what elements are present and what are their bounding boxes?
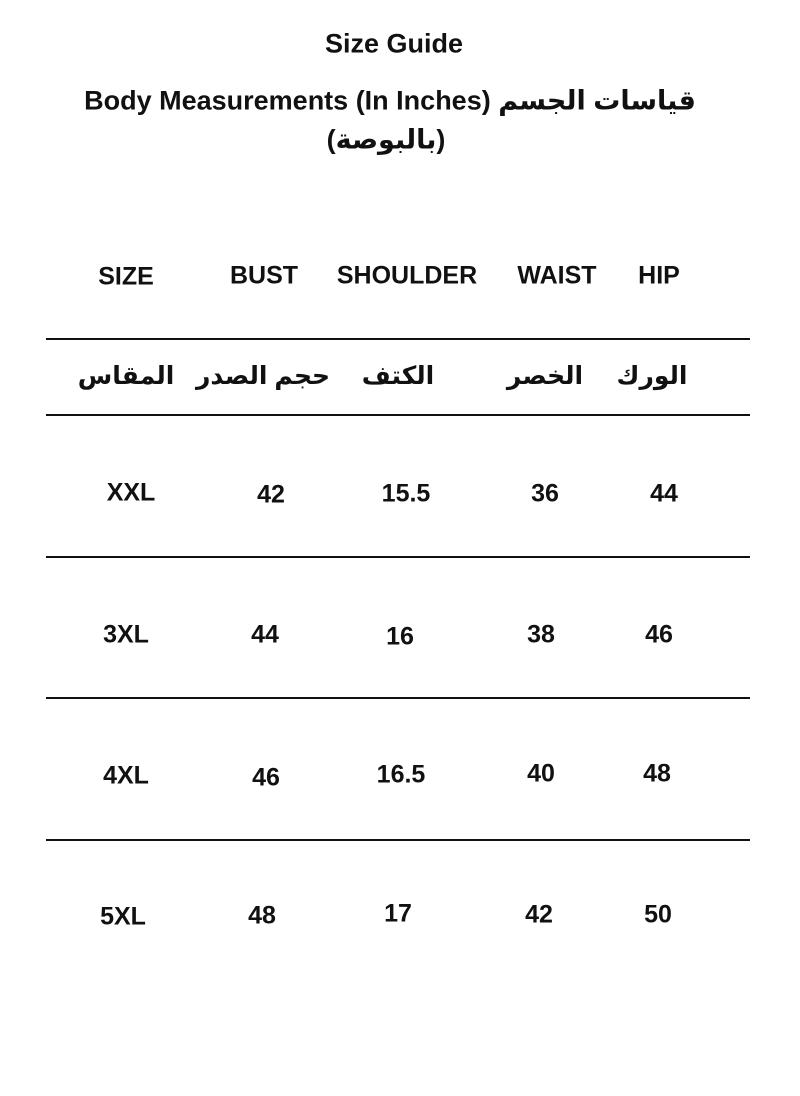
cell-shoulder: 16 <box>386 622 414 651</box>
cell-shoulder: 16.5 <box>376 760 426 789</box>
cell-size: 4XL <box>103 761 149 790</box>
cell-bust: 44 <box>251 620 279 649</box>
header-bust-ar: حجم الصدر <box>195 362 331 390</box>
cell-waist: 36 <box>531 479 559 508</box>
divider <box>46 414 750 416</box>
header-bust: BUST <box>229 261 299 290</box>
cell-shoulder: 15.5 <box>381 479 431 508</box>
page-title: Size Guide <box>324 28 464 59</box>
header-shoulder: SHOULDER <box>336 261 478 290</box>
cell-waist: 42 <box>525 900 553 929</box>
subtitle-line-2: (بالبوصة) <box>326 124 446 155</box>
cell-size: 5XL <box>100 902 146 931</box>
cell-waist: 38 <box>527 620 555 649</box>
subtitle-line-1: Body Measurements (In Inches) قياسات الج… <box>84 85 696 116</box>
header-size-ar: المقاس <box>77 362 175 390</box>
cell-hip: 46 <box>645 620 673 649</box>
header-hip-ar: الورك <box>616 362 688 390</box>
header-waist: WAIST <box>517 261 597 290</box>
cell-hip: 50 <box>644 900 672 929</box>
header-shoulder-ar: الكتف <box>361 362 435 390</box>
header-waist-ar: الخصر <box>506 362 584 390</box>
cell-hip: 44 <box>650 479 678 508</box>
divider <box>46 556 750 558</box>
divider <box>46 697 750 699</box>
header-hip: HIP <box>638 261 680 290</box>
divider <box>46 338 750 340</box>
cell-bust: 46 <box>252 763 280 792</box>
cell-size: 3XL <box>103 620 149 649</box>
cell-bust: 48 <box>248 901 276 930</box>
cell-waist: 40 <box>527 759 555 788</box>
cell-bust: 42 <box>257 480 285 509</box>
header-size: SIZE <box>98 262 154 291</box>
cell-size: XXL <box>106 478 156 507</box>
cell-shoulder: 17 <box>384 899 412 928</box>
divider <box>46 839 750 841</box>
cell-hip: 48 <box>643 759 671 788</box>
